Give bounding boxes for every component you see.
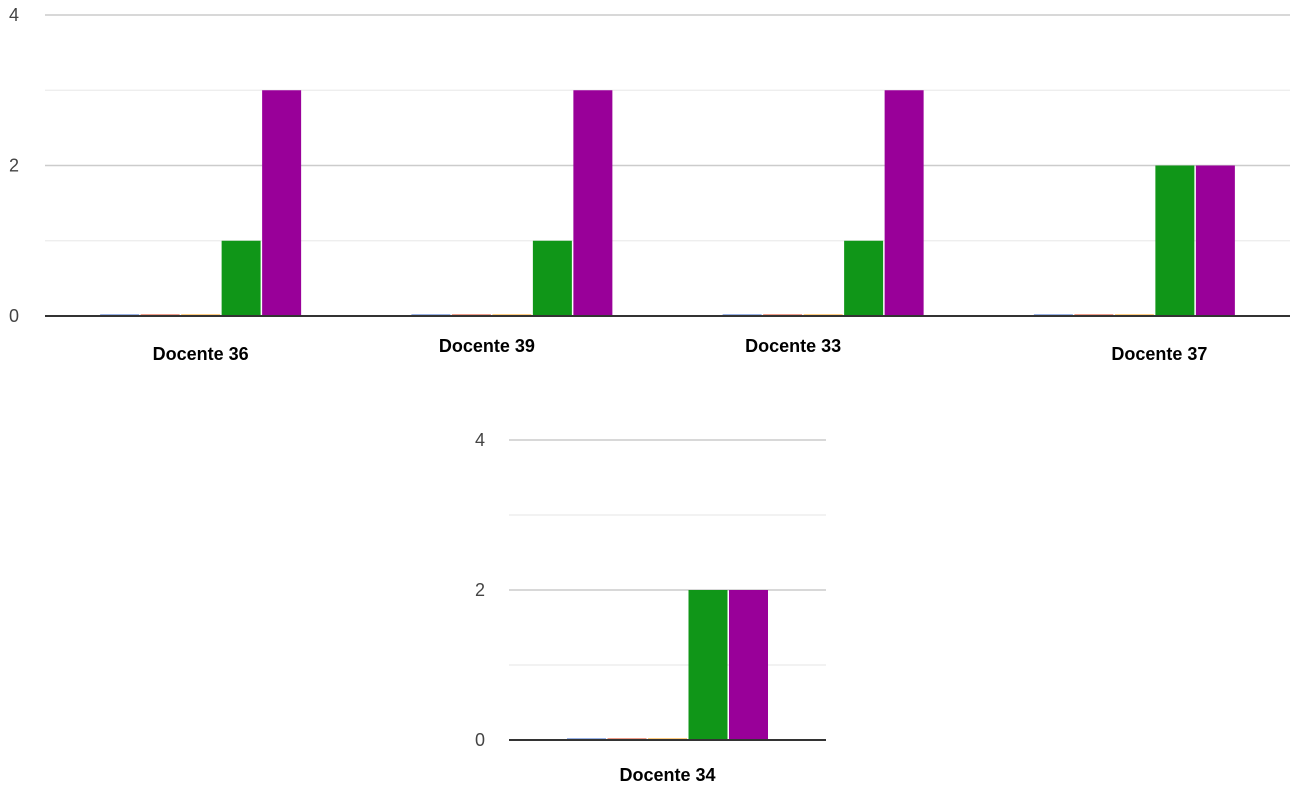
- bar: [262, 90, 302, 316]
- bar: [884, 90, 924, 316]
- bar: [532, 240, 572, 316]
- bar: [844, 240, 884, 316]
- bar: [688, 590, 728, 740]
- y-tick-label: 4: [9, 5, 19, 25]
- category-label: Docente 34: [619, 765, 715, 785]
- category-label: Docente 37: [1111, 344, 1207, 364]
- category-label: Docente 36: [153, 344, 249, 364]
- bar: [1195, 165, 1235, 316]
- y-tick-label: 2: [9, 156, 19, 176]
- y-tick-label: 0: [9, 306, 19, 326]
- bar: [729, 590, 768, 740]
- bar: [573, 90, 613, 316]
- y-tick-label: 0: [475, 730, 485, 750]
- bar: [1155, 165, 1195, 316]
- y-tick-label: 4: [475, 430, 485, 450]
- chart-top: 0 2 4 Docente 36 Docente 39 Docente 33 Docente…: [9, 5, 1290, 364]
- gridlines: [509, 439, 826, 666]
- category-label: Docente 33: [745, 336, 841, 356]
- category-label: Docente 39: [439, 336, 535, 356]
- gridlines: [45, 14, 1290, 242]
- bar: [221, 240, 261, 316]
- chart-bottom: 0 2 4 Docente 34: [475, 430, 826, 785]
- y-tick-label: 2: [475, 580, 485, 600]
